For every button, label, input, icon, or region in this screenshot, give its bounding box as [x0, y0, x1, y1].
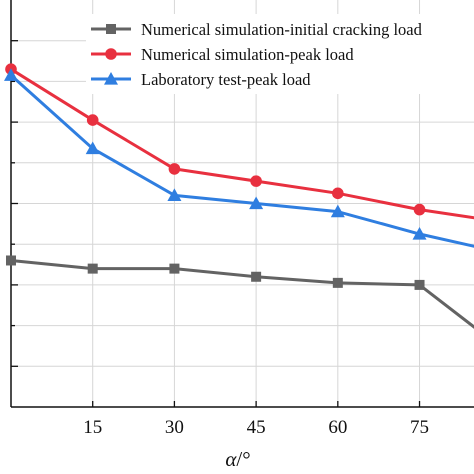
x-tick-label: 30 — [165, 417, 184, 438]
data-point — [330, 204, 345, 218]
legend-marker — [105, 48, 117, 60]
data-point — [251, 271, 262, 282]
data-point — [86, 114, 99, 126]
legend-background — [86, 14, 474, 94]
data-point — [413, 203, 426, 216]
data-point — [414, 279, 425, 290]
series-line — [10, 258, 474, 329]
legend: Numerical simulation-initial cracking lo… — [86, 14, 474, 94]
data-point — [250, 175, 262, 187]
series-1 — [6, 255, 474, 329]
data-point — [168, 163, 181, 175]
data-point — [85, 141, 100, 155]
data-point — [87, 263, 98, 274]
series-3 — [4, 68, 474, 248]
data-point — [249, 196, 264, 210]
data-point — [412, 227, 427, 240]
legend-entry: Numerical simulation-peak load — [91, 45, 354, 64]
x-tick-label: 60 — [328, 417, 347, 438]
data-point — [4, 68, 18, 81]
x-axis-title-symbol: α — [225, 447, 237, 471]
legend-entry: Laboratory test-peak load — [91, 70, 311, 89]
legend-label: Numerical simulation-peak load — [141, 45, 354, 64]
axis-ticks: 15 30 45 60 75 — [11, 40, 429, 438]
legend-label: Laboratory test-peak load — [141, 70, 311, 89]
x-axis-title: α/° — [225, 447, 250, 471]
data-point — [332, 187, 344, 200]
legend-entry: Numerical simulation-initial cracking lo… — [91, 20, 423, 39]
legend-marker — [106, 24, 116, 34]
data-point — [6, 255, 16, 266]
legend-marker — [104, 72, 118, 85]
x-tick-label: 15 — [83, 417, 102, 438]
data-point — [167, 188, 182, 201]
x-tick-label: 75 — [410, 417, 429, 438]
series-2 — [5, 63, 474, 220]
x-axis-title-unit: /° — [236, 447, 250, 471]
series-line — [9, 74, 474, 248]
data-point — [169, 263, 180, 274]
legend-label: Numerical simulation-initial cracking lo… — [141, 20, 423, 39]
series-lines — [4, 63, 474, 329]
x-tick-label: 45 — [247, 417, 266, 438]
data-point — [332, 277, 343, 288]
